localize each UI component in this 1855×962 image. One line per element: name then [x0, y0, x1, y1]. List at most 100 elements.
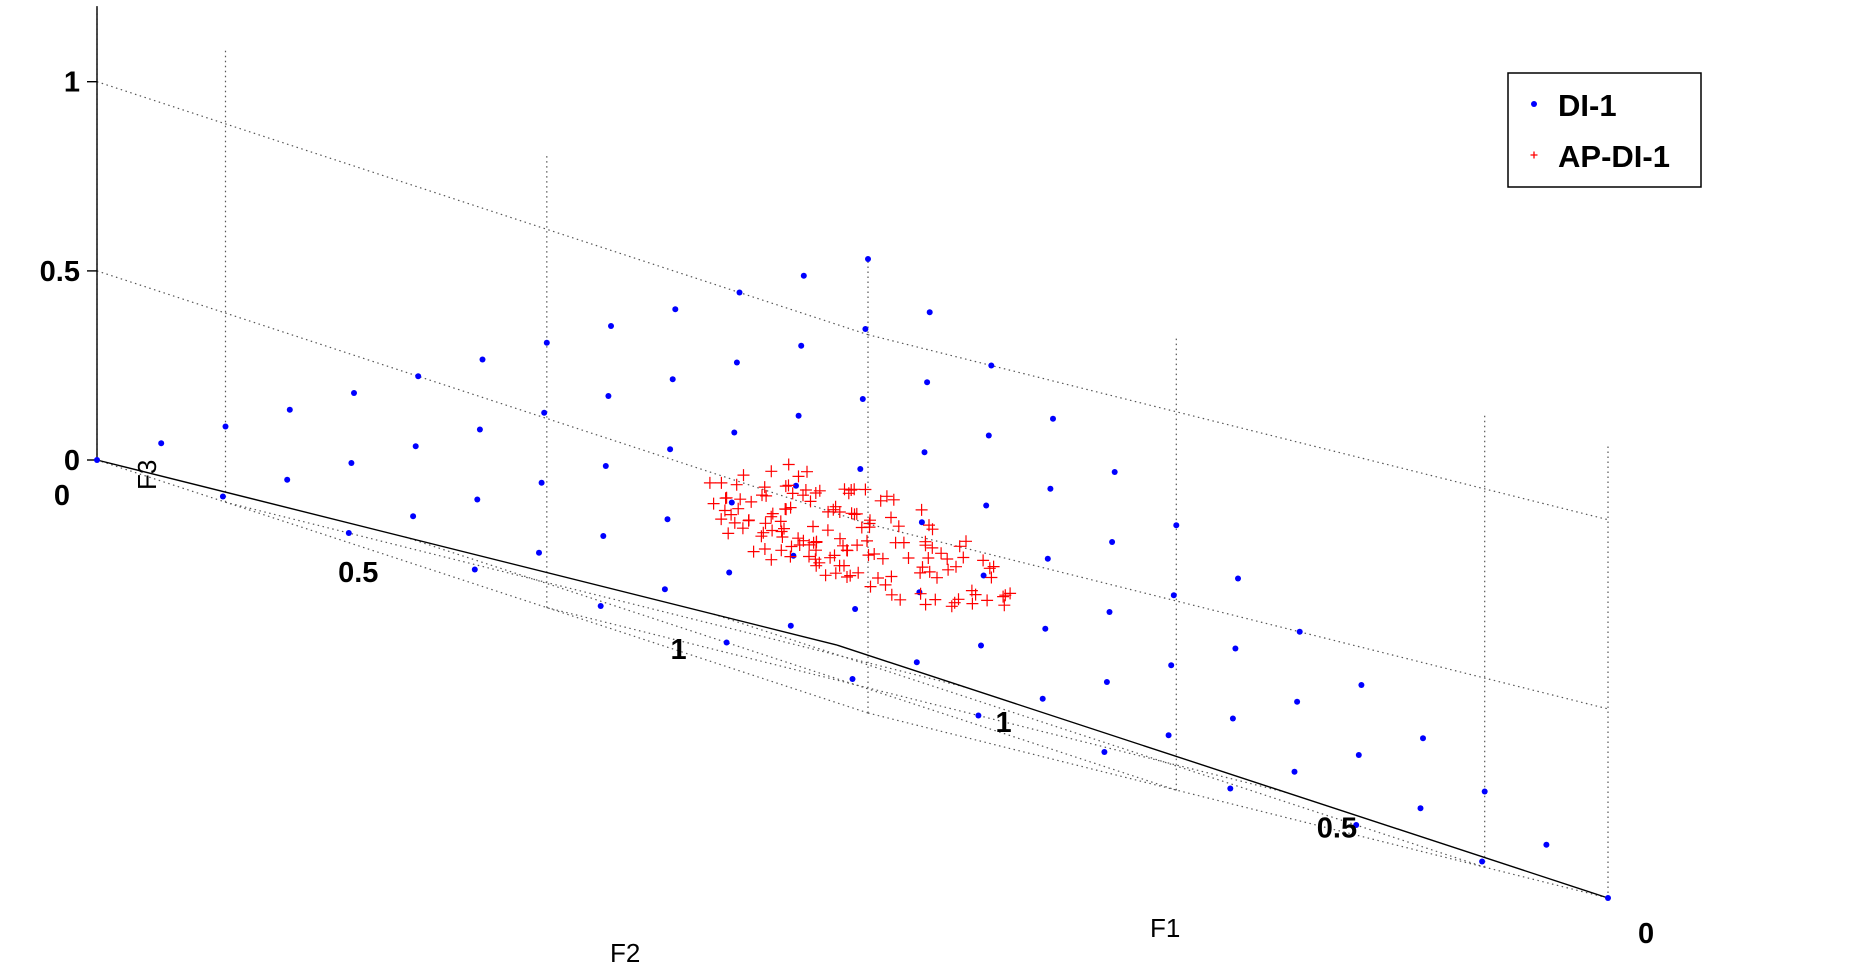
- ap-di-1-point: [728, 516, 741, 529]
- y-tick-label: 0.5: [338, 557, 378, 589]
- ap-di-1-point: [803, 550, 815, 563]
- legend-entry-di-1: DI-1: [1531, 88, 1617, 123]
- f1-axis-line: [836, 644, 1609, 899]
- ap-di-1-point: [765, 553, 778, 566]
- axes: [87, 6, 1609, 899]
- ap-di-1-point: [745, 495, 758, 508]
- ap-di-1-point: [824, 551, 837, 564]
- di-1-point: [787, 622, 794, 629]
- ap-di-1-point: [957, 551, 970, 564]
- ap-di-1-point: [945, 600, 958, 613]
- di-1-point: [94, 457, 100, 463]
- ap-di-1-point: [765, 510, 778, 523]
- di-1-point: [543, 339, 550, 346]
- ap-di-1-point: [872, 572, 884, 584]
- di-1-point: [726, 569, 733, 576]
- ap-di-1-point: [977, 554, 990, 567]
- ap-di-1-point: [758, 543, 771, 555]
- ap-di-1-point: [834, 532, 846, 545]
- ap-di-1-point: [969, 588, 982, 601]
- ap-di-1-point: [915, 503, 928, 516]
- ap-di-1-point: [997, 590, 1010, 603]
- ap-di-1-point: [797, 534, 810, 547]
- ap-di-1-point: [942, 563, 955, 576]
- ap-di-1-point: [845, 507, 858, 520]
- di-1-point: [284, 476, 291, 483]
- grid-line: [96, 270, 869, 525]
- grid-line: [713, 613, 1485, 868]
- di-1-point: [1294, 698, 1301, 705]
- ap-di-1-point: [784, 501, 797, 514]
- ap-di-1-point: [852, 566, 865, 579]
- di-1-point: [918, 519, 925, 526]
- ap-di-1-point: [983, 562, 996, 575]
- di-1-point: [286, 406, 293, 413]
- ap-di-1-point: [897, 536, 910, 549]
- ap-di-1-point: [736, 522, 749, 535]
- ap-di-1-point: [766, 507, 779, 520]
- ap-di-1-point: [841, 571, 853, 583]
- ap-di-1-point: [862, 549, 875, 562]
- ap-di-1-point: [922, 552, 935, 564]
- ap-di-1-point: [953, 540, 966, 553]
- di-1-point: [1165, 732, 1172, 739]
- ap-di-1-point: [782, 458, 795, 471]
- di-1-point: [916, 589, 923, 596]
- ap-di-1-point: [822, 505, 835, 518]
- ap-di-1-point: [887, 493, 900, 506]
- ap-di-1-point: [894, 593, 907, 606]
- di-1-point: [849, 676, 856, 682]
- ap-di-1-point: [837, 539, 849, 552]
- ap-di-1-point: [775, 544, 788, 557]
- di-1-point: [798, 342, 805, 349]
- di-1-point: [536, 549, 542, 556]
- di-1-point: [1605, 895, 1611, 901]
- grid-line: [96, 81, 869, 336]
- ap-di-1-point: [715, 513, 728, 526]
- ap-di-1-point: [801, 465, 813, 478]
- ap-di-1-point: [810, 559, 823, 572]
- ap-di-1-point: [782, 479, 795, 492]
- ap-di-1-point: [778, 522, 790, 535]
- di-1-point: [859, 396, 866, 402]
- di-1-point: [978, 642, 984, 649]
- ap-di-1-point: [759, 517, 772, 530]
- ap-di-1-point: [792, 532, 805, 545]
- ap-di-1-point: [829, 567, 842, 580]
- grid-line: [867, 712, 1609, 899]
- di-1-point: [1229, 715, 1236, 722]
- ap-di-1-point: [703, 476, 716, 489]
- di-1-point: [600, 533, 607, 539]
- ap-di-1-point: [999, 589, 1012, 602]
- ap-di-1-point: [779, 503, 792, 515]
- ap-di-1-point: [833, 506, 846, 518]
- di-1-point: [862, 326, 869, 332]
- ap-di-1-point: [766, 524, 779, 537]
- ap-di-1-point: [863, 517, 876, 530]
- di-1-point: [672, 306, 679, 313]
- di-1-point: [857, 466, 864, 472]
- ap-di-1-point: [810, 535, 823, 548]
- di-1-point: [667, 446, 674, 453]
- ap-di-1-point: [779, 480, 792, 493]
- di-1-point: [661, 586, 668, 593]
- di-1-point: [471, 566, 478, 573]
- di-1-point: [351, 390, 357, 396]
- di-1-point: [608, 323, 614, 329]
- di-1-point: [1044, 555, 1051, 562]
- di-1-point: [1417, 805, 1424, 812]
- ap-di-1-point: [845, 484, 858, 496]
- ap-di-1-point: [923, 565, 936, 578]
- di-1-point: [980, 572, 987, 579]
- y-tick-label: 0: [54, 480, 70, 512]
- di-1-point: [1103, 679, 1110, 685]
- ap-di-1-point: [864, 580, 877, 593]
- di-1-point: [669, 376, 676, 383]
- ap-di-1-point: [885, 511, 897, 524]
- ap-di-1-point: [874, 494, 887, 507]
- z-tick-label: 1: [64, 67, 80, 99]
- ap-di-1-point: [929, 593, 942, 606]
- ap-di-1-point: [935, 547, 948, 560]
- di-1-point: [1168, 662, 1175, 669]
